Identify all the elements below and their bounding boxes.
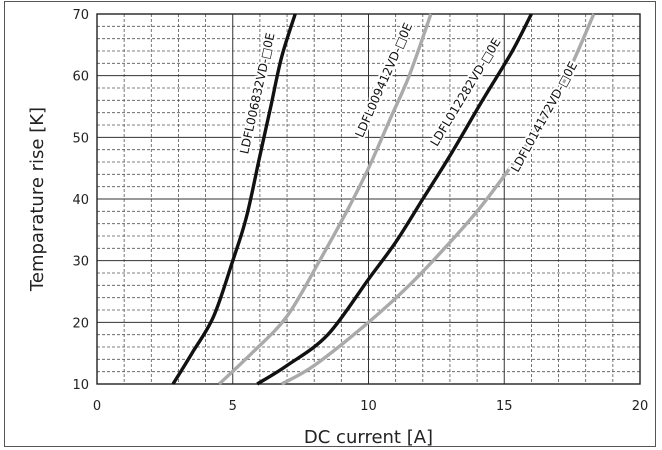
x-tick-label: 15 [496, 399, 513, 414]
y-tick-label: 60 [72, 70, 89, 85]
series-line-1 [171, 13, 297, 385]
x-axis-title: DC current [A] [304, 427, 433, 448]
y-tick-label: 10 [72, 378, 89, 393]
plot-border [96, 13, 641, 385]
y-tick-label: 30 [72, 255, 89, 270]
x-tick-label: 20 [632, 399, 649, 414]
y-tick-label: 40 [72, 193, 89, 208]
y-axis-title: Temparature rise [K] [27, 107, 48, 292]
y-tick-label: 20 [72, 316, 89, 331]
x-tick-label: 0 [93, 399, 101, 414]
x-tick-label: 5 [229, 399, 237, 414]
x-tick-label: 10 [360, 399, 377, 414]
y-tick-label: 50 [72, 131, 89, 146]
series-line-2 [218, 13, 433, 386]
y-tick-label: 70 [72, 8, 89, 23]
series-line-3 [256, 13, 533, 386]
series-line-4 [280, 13, 596, 386]
